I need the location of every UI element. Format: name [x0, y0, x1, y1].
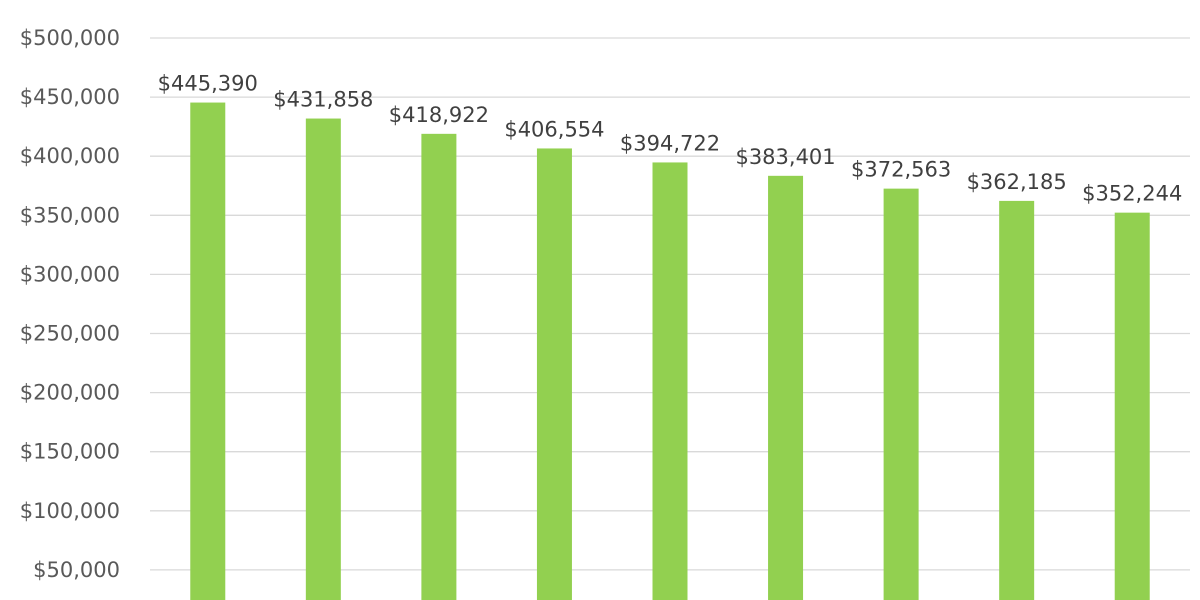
y-tick-label: $500,000	[20, 26, 120, 50]
bar	[652, 162, 688, 600]
bar	[421, 133, 457, 600]
y-tick-label: $450,000	[20, 85, 120, 109]
data-label: $352,244	[1082, 182, 1182, 206]
bars	[190, 102, 1150, 600]
bar	[883, 188, 919, 600]
y-axis-tick-labels: $50,000 $100,000 $150,000 $200,000 $250,000 $…	[20, 26, 120, 582]
y-tick-label: $50,000	[33, 558, 120, 582]
data-label: $383,401	[735, 145, 835, 169]
bar	[1114, 212, 1150, 600]
y-tick-label: $200,000	[20, 381, 120, 405]
y-tick-label: $100,000	[20, 499, 120, 523]
bar	[999, 200, 1035, 600]
bar	[536, 148, 572, 600]
y-tick-label: $350,000	[20, 203, 120, 227]
y-tick-label: $150,000	[20, 440, 120, 464]
y-tick-label: $250,000	[20, 322, 120, 346]
data-label: $406,554	[504, 117, 604, 141]
y-tick-label: $300,000	[20, 262, 120, 286]
data-label: $362,185	[967, 170, 1067, 194]
bar	[768, 175, 804, 600]
y-tick-label: $400,000	[20, 144, 120, 168]
bar	[305, 118, 341, 600]
data-label: $394,722	[620, 131, 720, 155]
bar	[190, 102, 226, 600]
data-label: $418,922	[389, 103, 489, 127]
data-label: $372,563	[851, 158, 951, 182]
data-label: $431,858	[273, 88, 373, 112]
data-labels: $445,390 $431,858 $418,922 $406,554 $394,722…	[158, 72, 1183, 206]
data-label: $445,390	[158, 72, 258, 96]
